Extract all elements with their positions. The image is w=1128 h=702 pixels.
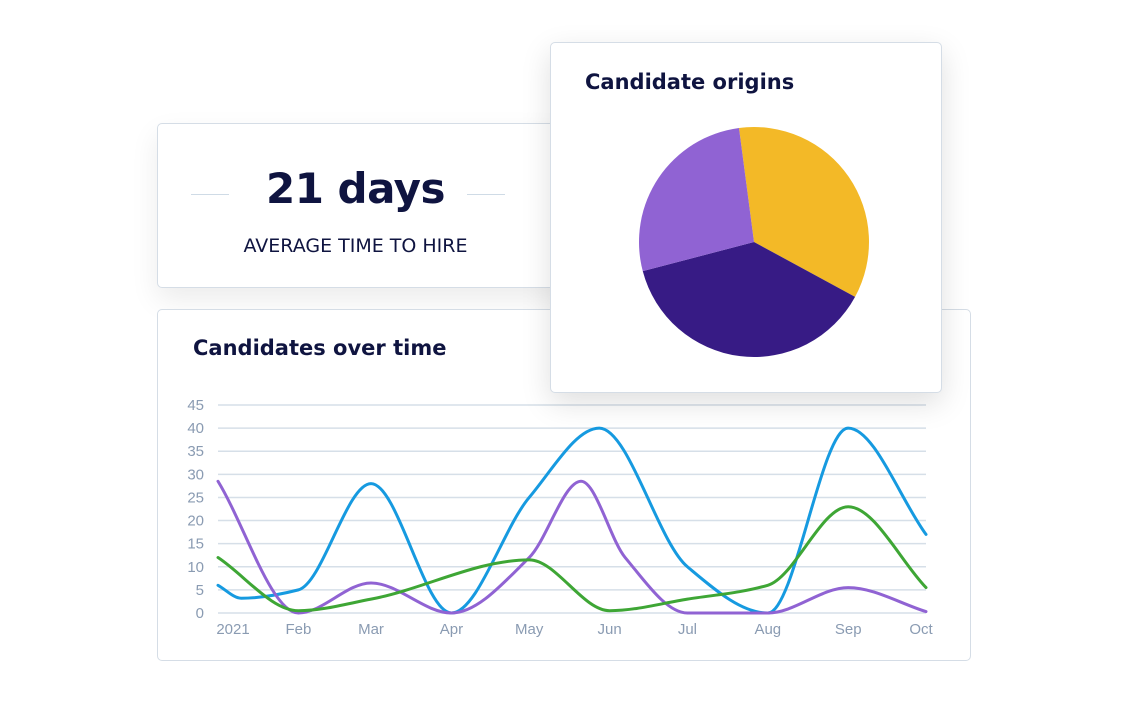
average-time-to-hire-card: 21 days AVERAGE TIME TO HIRE [157, 123, 567, 288]
y-tick-label: 5 [196, 582, 204, 599]
x-tick-label: Oct [909, 621, 933, 638]
series-line-0 [216, 426, 928, 615]
x-tick-label: May [515, 621, 544, 638]
pie-slice-1 [642, 242, 856, 357]
pie-chart [639, 127, 869, 357]
y-tick-label: 35 [187, 443, 204, 460]
y-tick-label: 10 [187, 559, 204, 576]
y-tick-label: 30 [187, 466, 204, 483]
y-tick-label: 0 [196, 605, 204, 622]
y-tick-label: 40 [187, 420, 204, 437]
metric-value: 21 days [265, 164, 446, 213]
y-tick-label: 25 [187, 489, 204, 506]
x-tick-label: 2021 [216, 621, 249, 638]
y-tick-label: 15 [187, 536, 204, 553]
divider-right [467, 194, 505, 195]
series-line-1 [216, 479, 928, 615]
y-tick-label: 20 [187, 513, 204, 530]
divider-left [191, 194, 229, 195]
pie-chart-title: Candidate origins [585, 70, 795, 94]
x-tick-label: Sep [835, 621, 862, 638]
series-line-2 [216, 505, 928, 613]
x-tick-label: Jun [598, 621, 622, 638]
line-chart-title: Candidates over time [193, 336, 447, 360]
x-tick-label: Mar [358, 621, 384, 638]
x-tick-label: Feb [285, 621, 311, 638]
x-tick-label: Aug [754, 621, 781, 638]
pie-slice-0 [738, 127, 869, 297]
x-tick-label: Apr [440, 621, 463, 638]
metric-label: AVERAGE TIME TO HIRE [243, 235, 468, 257]
x-tick-label: Jul [678, 621, 697, 638]
candidate-origins-card: Candidate origins [550, 42, 942, 393]
line-chart: 0 5 10 15 20 25 30 35 40 45 2021 Feb Mar Apr May Jun Jul… [187, 397, 933, 638]
y-tick-label: 45 [187, 397, 204, 414]
pie-slice-2 [639, 127, 754, 272]
